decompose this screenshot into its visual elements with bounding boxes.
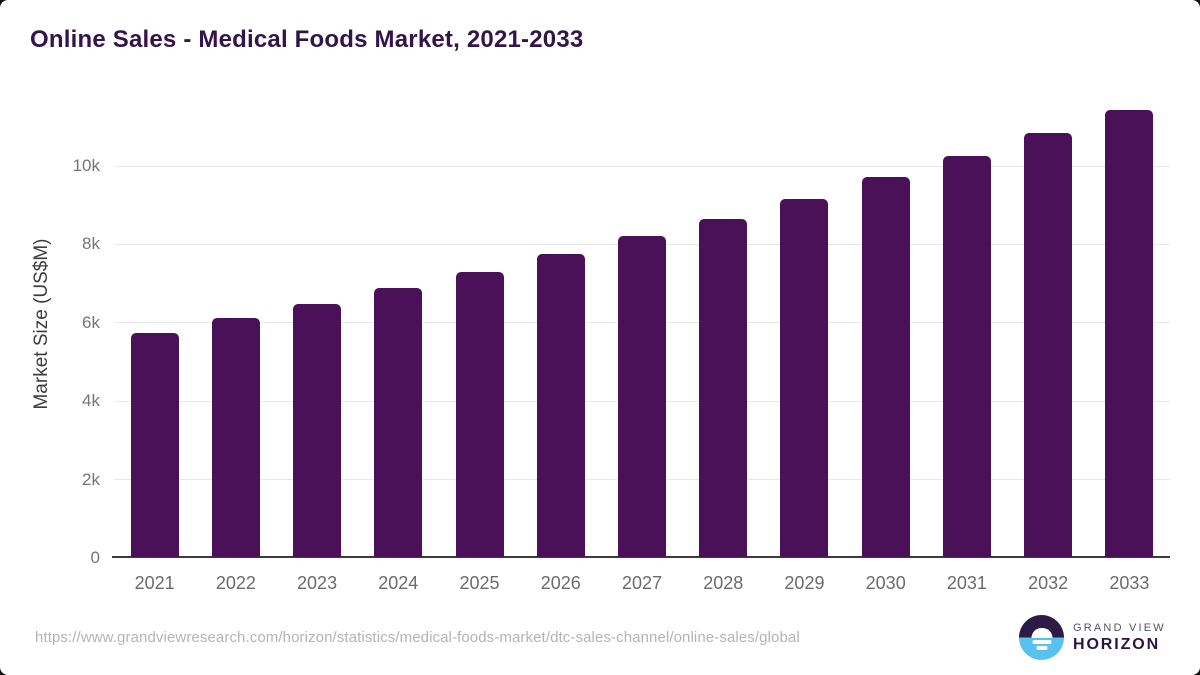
bar-2024[interactable] xyxy=(374,287,423,557)
gridline-10k xyxy=(114,165,1170,167)
bar-2031[interactable] xyxy=(942,155,991,557)
x-tick-label-2029: 2029 xyxy=(784,573,825,593)
x-tick-label-2031: 2031 xyxy=(946,573,987,593)
bar-2026[interactable] xyxy=(536,253,585,557)
x-tick-label-2028: 2028 xyxy=(703,573,744,593)
x-tick-label-2022: 2022 xyxy=(215,573,256,593)
logo-text-grand-view: GRAND VIEW xyxy=(1073,621,1166,634)
x-tick-label-2024: 2024 xyxy=(378,573,419,593)
bar-2032[interactable] xyxy=(1024,133,1073,557)
logo-reflection-line-1 xyxy=(1032,640,1051,645)
bar-2030[interactable] xyxy=(861,177,910,557)
bar-2022[interactable] xyxy=(211,318,260,557)
x-tick-label-2026: 2026 xyxy=(540,573,581,593)
logo-reflection-line-2 xyxy=(1036,646,1047,651)
bar-2033[interactable] xyxy=(1105,110,1154,557)
logo-sun-dome xyxy=(1031,627,1052,638)
horizon-sunrise-logo-icon xyxy=(1019,615,1064,660)
x-tick-label-2025: 2025 xyxy=(459,573,500,593)
chart-title: Online Sales - Medical Foods Market, 202… xyxy=(30,26,584,53)
x-axis-line xyxy=(112,556,1170,558)
grandview-horizon-logo[interactable]: GRAND VIEW HORIZON xyxy=(1019,615,1166,660)
x-tick-label-2023: 2023 xyxy=(297,573,338,593)
logo-wordmark: GRAND VIEW HORIZON xyxy=(1073,622,1166,654)
x-tick-label-2032: 2032 xyxy=(1028,573,1069,593)
bar-2021[interactable] xyxy=(130,332,179,557)
source-url: https://www.grandviewresearch.com/horizo… xyxy=(35,629,800,646)
bar-2029[interactable] xyxy=(780,198,829,557)
y-tick-label-0: 0 xyxy=(90,548,100,567)
y-tick-label-4k: 4k xyxy=(82,391,100,411)
logo-text-horizon: HORIZON xyxy=(1073,635,1161,653)
bar-2025[interactable] xyxy=(455,271,504,557)
bar-2027[interactable] xyxy=(618,236,666,557)
y-tick-label-2k: 2k xyxy=(82,469,100,489)
y-tick-label-10k: 10k xyxy=(72,156,100,175)
x-tick-label-2021: 2021 xyxy=(134,573,175,593)
x-tick-label-2033: 2033 xyxy=(1109,573,1150,593)
bar-2028[interactable] xyxy=(699,218,748,557)
y-tick-label-6k: 6k xyxy=(82,312,100,332)
x-tick-label-2030: 2030 xyxy=(865,573,906,593)
bar-2023[interactable] xyxy=(293,303,342,557)
x-tick-label-2027: 2027 xyxy=(621,573,663,593)
y-tick-label-8k: 8k xyxy=(82,234,100,254)
